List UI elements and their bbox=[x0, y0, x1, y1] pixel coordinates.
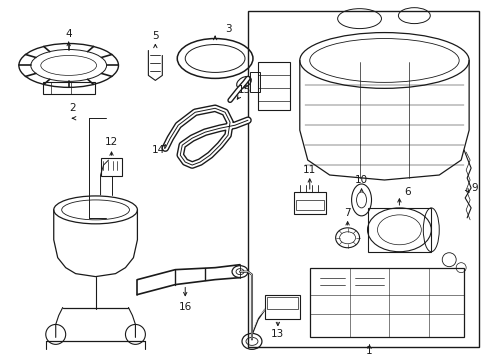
Text: 7: 7 bbox=[344, 208, 351, 218]
Text: 13: 13 bbox=[271, 329, 285, 339]
Text: 14: 14 bbox=[152, 145, 165, 155]
Bar bbox=[248, 11, 479, 347]
Bar bbox=[258, 62, 290, 110]
Bar bbox=[250, 72, 260, 92]
Text: 10: 10 bbox=[355, 175, 368, 185]
Text: 9: 9 bbox=[472, 183, 478, 193]
Text: 6: 6 bbox=[404, 187, 411, 197]
Text: 16: 16 bbox=[179, 302, 192, 311]
Text: 12: 12 bbox=[105, 137, 118, 147]
Bar bbox=[43, 82, 95, 94]
Text: 2: 2 bbox=[70, 103, 76, 113]
Bar bbox=[100, 158, 122, 176]
Bar bbox=[265, 294, 300, 319]
Bar bbox=[296, 200, 324, 210]
Text: 3: 3 bbox=[225, 24, 231, 33]
Text: 15: 15 bbox=[237, 85, 250, 95]
Bar bbox=[267, 297, 298, 309]
Text: 4: 4 bbox=[65, 28, 72, 39]
Text: 1: 1 bbox=[366, 346, 373, 356]
Text: 11: 11 bbox=[303, 165, 317, 175]
Bar bbox=[294, 192, 326, 214]
Bar bbox=[368, 208, 431, 252]
Bar bbox=[310, 268, 464, 337]
Text: 5: 5 bbox=[152, 31, 159, 41]
